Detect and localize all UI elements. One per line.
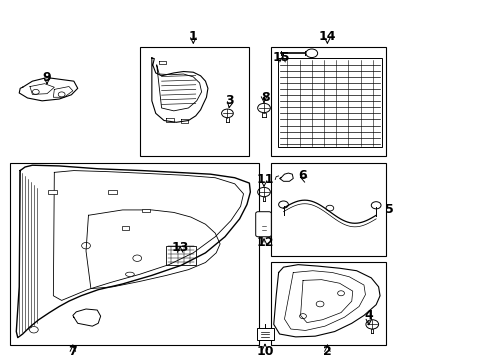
Text: 12: 12 xyxy=(256,235,274,249)
Text: 5: 5 xyxy=(384,203,393,216)
Bar xyxy=(122,226,129,230)
Bar xyxy=(140,47,249,156)
Text: 6: 6 xyxy=(298,170,306,183)
Text: 10: 10 xyxy=(256,345,274,358)
Ellipse shape xyxy=(125,272,134,276)
Text: 8: 8 xyxy=(261,91,269,104)
Bar xyxy=(10,163,259,345)
Text: 11: 11 xyxy=(256,173,274,186)
Bar xyxy=(271,163,385,256)
Text: 14: 14 xyxy=(318,30,335,43)
Text: 2: 2 xyxy=(323,345,331,358)
Bar xyxy=(166,246,195,265)
Bar xyxy=(108,189,117,194)
Text: 4: 4 xyxy=(364,309,372,322)
Text: 13: 13 xyxy=(171,241,188,254)
Text: 15: 15 xyxy=(272,51,289,64)
Bar xyxy=(271,262,385,345)
Text: 7: 7 xyxy=(68,345,77,358)
Text: 9: 9 xyxy=(42,71,51,84)
Bar xyxy=(142,209,150,212)
Text: 1: 1 xyxy=(188,30,197,43)
Bar xyxy=(271,47,385,156)
Text: 3: 3 xyxy=(225,94,234,107)
Bar xyxy=(256,328,273,341)
Bar xyxy=(48,189,57,194)
FancyBboxPatch shape xyxy=(255,212,271,237)
Bar xyxy=(277,58,381,147)
